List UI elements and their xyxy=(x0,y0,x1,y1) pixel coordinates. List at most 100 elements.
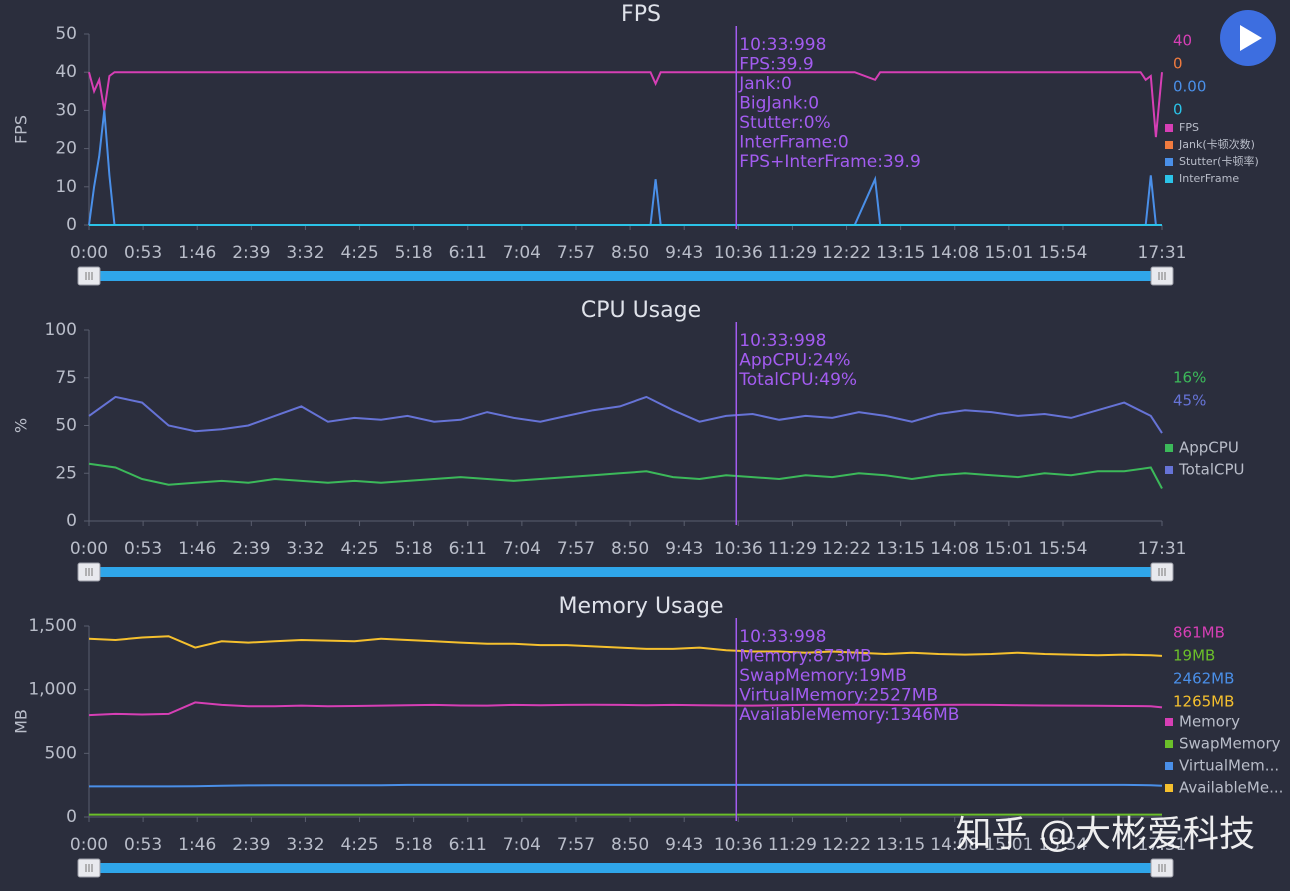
y-tick-label: 40 xyxy=(55,62,77,82)
x-tick-label: 8:50 xyxy=(611,539,649,559)
y-tick-label: 50 xyxy=(55,416,77,436)
y-tick-label: 500 xyxy=(45,743,77,763)
series-line xyxy=(88,701,1163,717)
x-tick-label: 4:25 xyxy=(340,539,378,559)
x-tick-label: 17:31 xyxy=(1138,243,1187,263)
y-axis-title: % xyxy=(12,418,31,433)
legend-label[interactable]: FPS xyxy=(1179,121,1199,134)
tooltip-text: FPS+InterFrame:39.9 xyxy=(739,152,921,172)
legend-swatch[interactable] xyxy=(1165,444,1173,452)
y-tick-label: 0 xyxy=(66,511,77,531)
legend-swatch[interactable] xyxy=(1165,124,1173,132)
x-tick-label: 15:01 xyxy=(984,243,1033,263)
x-tick-label: 7:57 xyxy=(557,835,595,855)
x-tick-label: 7:04 xyxy=(503,539,541,559)
chart-title: CPU Usage xyxy=(581,298,701,323)
legend-swatch[interactable] xyxy=(1165,466,1173,474)
x-tick-label: 4:25 xyxy=(340,835,378,855)
x-tick-label: 6:11 xyxy=(449,243,487,263)
x-tick-label: 11:29 xyxy=(768,539,817,559)
current-value: 45% xyxy=(1173,392,1206,410)
x-tick-label: 0:00 xyxy=(70,243,108,263)
x-tick-label: 15:01 xyxy=(984,835,1033,855)
x-tick-label: 15:01 xyxy=(984,539,1033,559)
x-tick-label: 14:08 xyxy=(930,835,979,855)
x-tick-label: 11:29 xyxy=(768,835,817,855)
x-tick-label: 9:43 xyxy=(665,539,703,559)
y-tick-label: 1,000 xyxy=(28,680,77,700)
y-tick-label: 1,500 xyxy=(28,616,77,636)
y-axis-title: FPS xyxy=(12,115,31,144)
y-axis-title: MB xyxy=(12,709,31,734)
x-tick-label: 12:22 xyxy=(822,539,871,559)
x-tick-label: 15:54 xyxy=(1038,835,1087,855)
tooltip-text: BigJank:0 xyxy=(739,94,819,114)
x-tick-label: 7:04 xyxy=(503,835,541,855)
legend-label[interactable]: SwapMemory xyxy=(1179,735,1281,753)
x-tick-label: 1:46 xyxy=(178,539,216,559)
tooltip-text: AppCPU:24% xyxy=(739,351,850,371)
x-tick-label: 0:53 xyxy=(124,539,162,559)
x-tick-label: 10:36 xyxy=(714,539,763,559)
legend-swatch[interactable] xyxy=(1165,141,1173,149)
x-tick-label: 7:57 xyxy=(557,243,595,263)
y-tick-label: 75 xyxy=(55,368,77,388)
x-tick-label: 3:32 xyxy=(286,243,324,263)
slider-track[interactable] xyxy=(92,567,1160,577)
x-tick-label: 2:39 xyxy=(232,243,270,263)
current-value: 0 xyxy=(1173,55,1183,73)
x-tick-label: 1:46 xyxy=(178,243,216,263)
x-tick-label: 6:11 xyxy=(449,835,487,855)
tooltip-text: 10:33:998 xyxy=(739,331,826,351)
x-tick-label: 3:32 xyxy=(286,539,324,559)
current-value: 0.00 xyxy=(1173,78,1206,96)
legend-label[interactable]: Memory xyxy=(1179,713,1240,731)
tooltip-text: 10:33:998 xyxy=(739,627,826,647)
legend-swatch[interactable] xyxy=(1165,740,1173,748)
slider-track[interactable] xyxy=(92,271,1160,281)
legend-label[interactable]: AppCPU xyxy=(1179,439,1239,457)
x-tick-label: 14:08 xyxy=(930,243,979,263)
legend-swatch[interactable] xyxy=(1165,762,1173,770)
series-line xyxy=(88,395,1163,434)
legend-label[interactable]: Stutter(卡顿率) xyxy=(1179,154,1259,168)
tooltip-text: Stutter:0% xyxy=(739,113,830,133)
legend-label[interactable]: VirtualMem... xyxy=(1179,757,1279,775)
legend-label[interactable]: AvailableMe... xyxy=(1179,779,1283,797)
tooltip-text: 10:33:998 xyxy=(739,35,826,55)
legend-swatch[interactable] xyxy=(1165,158,1173,166)
x-tick-label: 0:00 xyxy=(70,835,108,855)
x-tick-label: 11:29 xyxy=(768,243,817,263)
x-tick-label: 0:53 xyxy=(124,243,162,263)
tooltip-text: SwapMemory:19MB xyxy=(739,666,907,686)
legend-swatch[interactable] xyxy=(1165,784,1173,792)
x-tick-label: 13:15 xyxy=(876,835,925,855)
x-tick-label: 15:54 xyxy=(1038,539,1087,559)
x-tick-label: 17:31 xyxy=(1138,539,1187,559)
x-tick-label: 7:57 xyxy=(557,539,595,559)
y-tick-label: 20 xyxy=(55,139,77,159)
x-tick-label: 10:36 xyxy=(714,835,763,855)
y-tick-label: 50 xyxy=(55,24,77,44)
current-value: 1265MB xyxy=(1173,693,1234,711)
x-tick-label: 13:15 xyxy=(876,243,925,263)
x-tick-label: 0:00 xyxy=(70,539,108,559)
series-line xyxy=(88,71,1163,138)
legend-label[interactable]: Jank(卡顿次数) xyxy=(1178,137,1255,151)
tooltip-text: InterFrame:0 xyxy=(739,133,848,153)
x-tick-label: 2:39 xyxy=(232,835,270,855)
x-tick-label: 5:18 xyxy=(395,835,433,855)
tooltip-text: Memory:873MB xyxy=(739,647,871,667)
current-value: 16% xyxy=(1173,369,1206,387)
legend-label[interactable]: InterFrame xyxy=(1179,172,1239,185)
x-tick-label: 5:18 xyxy=(395,243,433,263)
legend-swatch[interactable] xyxy=(1165,175,1173,183)
current-value: 40 xyxy=(1173,32,1192,50)
slider-track[interactable] xyxy=(92,863,1160,873)
legend-swatch[interactable] xyxy=(1165,718,1173,726)
legend-label[interactable]: TotalCPU xyxy=(1178,461,1245,479)
y-tick-label: 100 xyxy=(45,320,77,340)
x-tick-label: 9:43 xyxy=(665,835,703,855)
